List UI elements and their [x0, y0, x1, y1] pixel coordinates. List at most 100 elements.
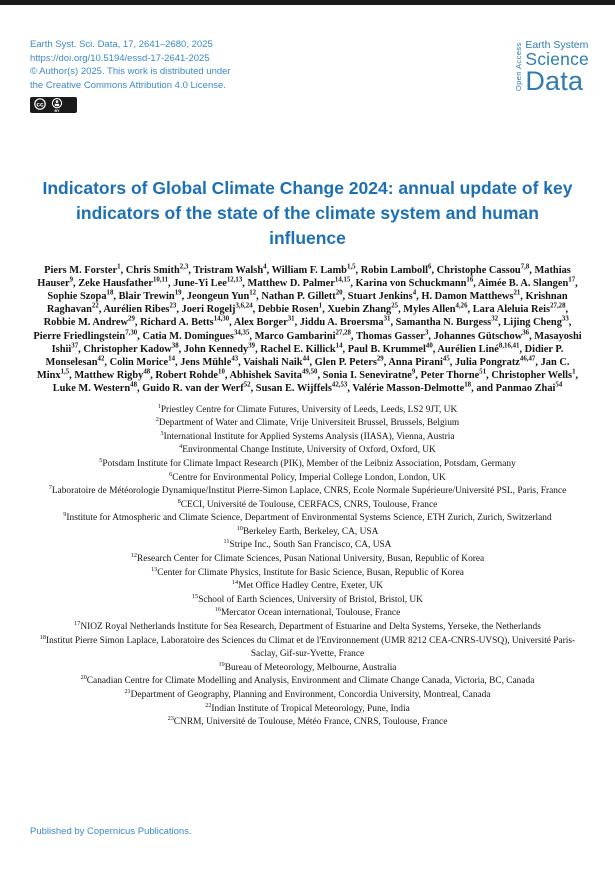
- svg-text:BY: BY: [55, 109, 61, 113]
- author-affiliation-sup: 7,8: [520, 263, 530, 271]
- affiliation: 3International Institute for Applied Sys…: [160, 429, 455, 442]
- author: Richard A. Betts14,30: [140, 315, 230, 329]
- paper-title: Indicators of Global Climate Change 2024…: [42, 177, 573, 248]
- journal-logo: Open Access Earth System Science Data: [513, 39, 589, 95]
- author-affiliation-sup: 42: [97, 355, 105, 363]
- author-affiliation-sup: 23: [169, 302, 177, 310]
- cc-by-badge[interactable]: cc BY: [30, 97, 231, 119]
- author: Abhishek Savita49,50: [229, 368, 318, 382]
- author-affiliation-sup: 31: [383, 315, 391, 323]
- author-affiliation-sup: 31: [287, 315, 295, 323]
- author: Glen P. Peters29: [314, 355, 384, 368]
- author-affiliation-sup: 20: [335, 289, 343, 297]
- author-affiliation-sup: 10: [218, 368, 225, 376]
- author: Sonia I. Seneviratne9: [322, 368, 416, 382]
- affiliation-number: 14: [231, 579, 239, 587]
- author-affiliation-sup: 29: [376, 355, 384, 363]
- author-affiliation-sup: 48: [143, 368, 151, 376]
- author: Robert Rohde10: [155, 368, 225, 382]
- author: Johannes Gütschow36: [433, 329, 530, 342]
- author: Matthew D. Palmer14,15: [247, 276, 351, 289]
- author-affiliation-sup: 49,50: [302, 368, 318, 376]
- affiliation: 6Centre for Environmental Policy, Imperi…: [169, 470, 446, 483]
- author: Samantha N. Burgess32: [395, 315, 499, 329]
- author-affiliation-sup: 18: [464, 381, 472, 389]
- logo-line-science: Science: [525, 49, 589, 69]
- affiliation: 4Environmental Change Institute, Univers…: [179, 443, 436, 456]
- author-affiliation-sup: 29: [128, 315, 135, 323]
- author: Chris Smith2,3: [125, 263, 189, 276]
- author: Jan C. Minx1,5: [36, 356, 570, 382]
- author-affiliation-sup: 14,15: [334, 276, 351, 284]
- author-affiliation-sup: 1,5: [346, 263, 356, 271]
- affiliation: 13Center for Climate Physics, Institute …: [151, 565, 464, 578]
- author: Jeongeun Yun12: [186, 289, 257, 302]
- journal-citation: Earth Syst. Sci. Data, 17, 2641–2680, 20…: [30, 39, 213, 50]
- author: John Kennedy39: [183, 342, 256, 355]
- author: Jens Mühle43: [180, 355, 239, 368]
- doi-link[interactable]: https://doi.org/10.5194/essd-17-2641-202…: [30, 52, 210, 64]
- author: Lijing Cheng33: [503, 315, 569, 329]
- author-affiliation-sup: 9: [69, 276, 74, 284]
- author: Rachel E. Killick14: [260, 342, 343, 355]
- author-affiliation-sup: 21: [513, 289, 521, 297]
- logo-line-earth-system: Earth System: [525, 39, 589, 51]
- affiliation: 10Berkeley Earth, Berkeley, CA, USA: [236, 524, 379, 537]
- affiliation-number: 23: [167, 715, 174, 723]
- open-access-label: Open Access: [513, 42, 523, 92]
- journal-logo-text: Earth System Science Data: [525, 39, 589, 95]
- author-affiliation-sup: 32: [491, 315, 499, 323]
- affiliation-number: 12: [130, 551, 137, 559]
- author: Tristram Walsh4: [193, 263, 267, 276]
- affiliation-number: 5: [99, 456, 103, 464]
- author-affiliation-sup: 38: [171, 342, 179, 350]
- author-affiliation-sup: 16: [466, 276, 474, 284]
- publication-info: Earth Syst. Sci. Data, 17, 2641–2680, 20…: [30, 38, 231, 119]
- author-affiliation-sup: 34,35: [233, 329, 250, 337]
- author-affiliation-sup: 9: [411, 368, 416, 376]
- author: Aurélien Liné8,16,41: [437, 342, 520, 355]
- author-affiliation-sup: 40: [425, 342, 433, 350]
- author: Christopher Wells1: [491, 368, 576, 382]
- license-line-1: © Author(s) 2025. This work is distribut…: [30, 66, 231, 77]
- author-affiliation-sup: 1: [572, 368, 576, 376]
- author-affiliation-sup: 14,30: [213, 315, 230, 323]
- author: Aurélien Ribes23: [103, 302, 177, 316]
- affiliation-number: 20: [80, 674, 87, 682]
- author-affiliation-sup: 37: [71, 342, 79, 350]
- affiliation-number: 15: [192, 592, 199, 600]
- page-top-bar: [0, 0, 615, 5]
- author-affiliation-sup: 1: [318, 302, 323, 310]
- author-affiliation-sup: 4,26: [455, 302, 468, 310]
- affiliation: 12Research Center for Climate Sciences, …: [130, 551, 485, 565]
- affiliation-number: 7: [48, 483, 52, 491]
- author: Julia Pongratz46,47: [454, 355, 536, 368]
- author-affiliation-sup: 22: [91, 302, 99, 310]
- affiliation-number: 10: [236, 524, 243, 532]
- author: Stuart Jenkins4: [347, 289, 417, 302]
- affiliation: 1Priestley Centre for Climate Futures, U…: [157, 402, 458, 415]
- author: Alex Borger31: [233, 315, 295, 329]
- svg-text:cc: cc: [36, 101, 44, 108]
- affiliation: 16Mercator Ocean international, Toulouse…: [214, 606, 401, 619]
- author: Mathias Hauser9: [37, 264, 571, 289]
- author-affiliation-sup: 7,30: [125, 329, 138, 337]
- author-affiliation-sup: 1,5: [60, 368, 70, 376]
- author: Aimée B. A. Slangen17: [477, 276, 576, 289]
- author-affiliation-sup: 3,6,24: [235, 302, 253, 310]
- author-affiliation-sup: 36: [522, 329, 530, 337]
- author: Anna Pirani45: [388, 355, 450, 368]
- author-affiliation-sup: 12: [249, 289, 257, 297]
- author-affiliation-sup: 8,16,41: [498, 342, 520, 350]
- author-affiliation-sup: 42,53: [331, 381, 348, 389]
- author: Masayoshi Ishii37: [51, 330, 582, 355]
- affiliation: 7Laboratoire de Météorologie Dynamique/I…: [48, 483, 567, 497]
- author: Piers M. Forster1: [44, 263, 121, 276]
- author-affiliation-sup: 18: [106, 289, 114, 297]
- affiliation: 9Institute for Atmospheric and Climate S…: [63, 511, 552, 524]
- affiliation-number: 18: [39, 633, 46, 641]
- author: Colin Morice14: [109, 355, 176, 368]
- cc-by-icon: cc BY: [30, 97, 77, 113]
- publisher-note: Published by Copernicus Publications.: [30, 826, 192, 837]
- author-affiliation-sup: 33: [561, 315, 569, 323]
